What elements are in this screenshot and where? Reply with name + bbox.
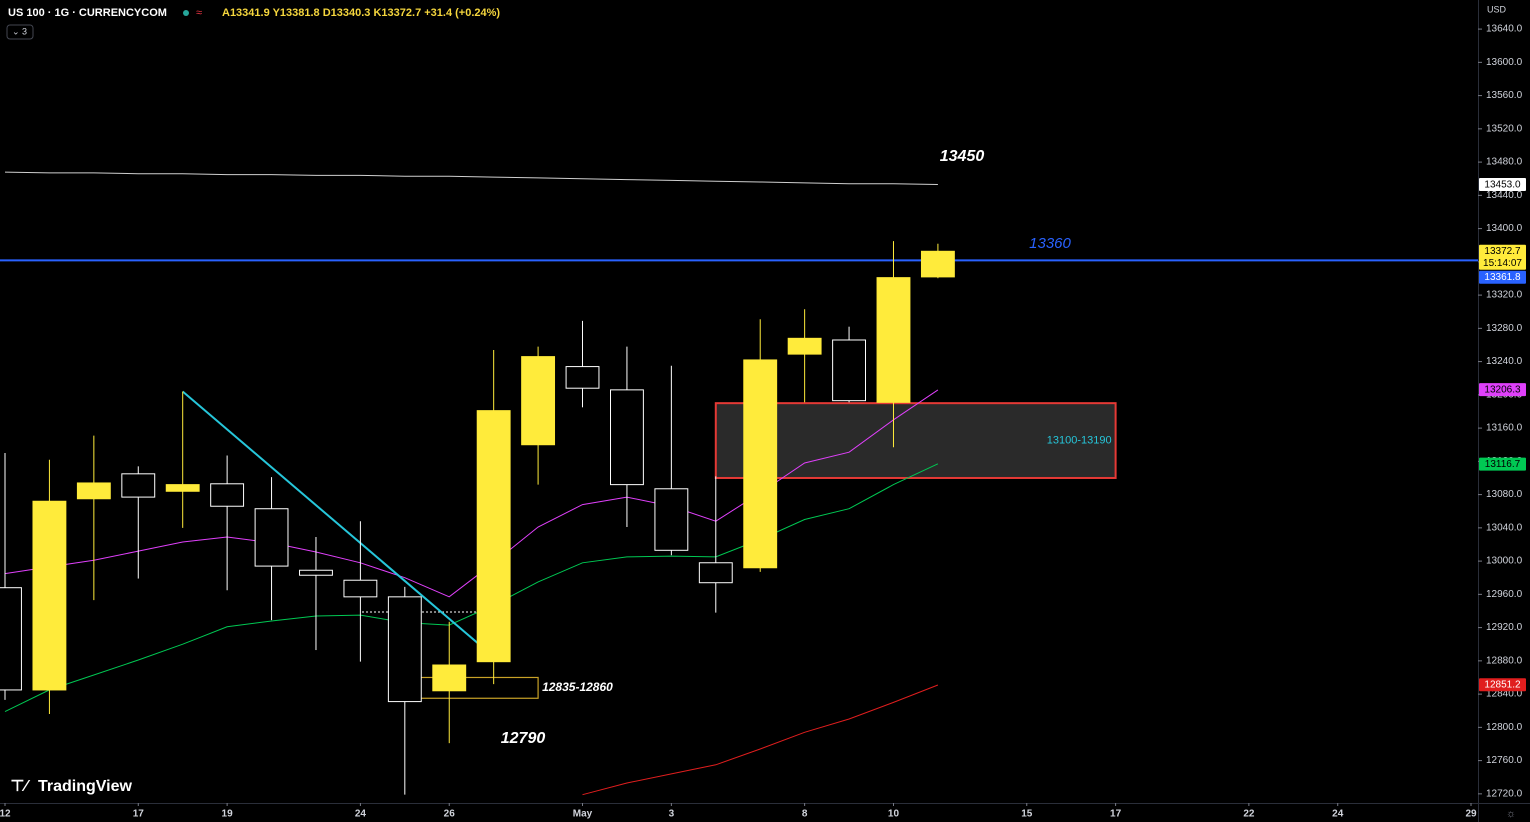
price-tag xyxy=(1479,383,1526,397)
x-tick-label: 10 xyxy=(888,809,900,820)
x-tick-label: 15 xyxy=(1021,809,1033,820)
y-tick-label: 12760.0 xyxy=(1486,755,1523,766)
price-tag-label: 13206.3 xyxy=(1484,385,1521,396)
x-tick-label: 8 xyxy=(802,809,808,820)
symbol-title: US 100 · 1G · CURRENCYCOM xyxy=(8,7,167,19)
y-tick-label: 13040.0 xyxy=(1486,522,1523,533)
trendline xyxy=(182,390,495,658)
candle-body xyxy=(343,579,378,598)
y-tick-label: 13000.0 xyxy=(1486,556,1523,567)
candle-body xyxy=(698,562,733,584)
zone xyxy=(404,676,539,699)
brand: TradingView xyxy=(38,778,133,795)
price-tag-label: 13361.8 xyxy=(1484,272,1521,283)
y-tick-label: 12800.0 xyxy=(1486,722,1523,733)
candle-body xyxy=(565,366,600,389)
indicator-line xyxy=(4,171,938,185)
y-tick-label: 12960.0 xyxy=(1486,589,1523,600)
y-tick-label: 13480.0 xyxy=(1486,157,1523,168)
x-tick-label: 12 xyxy=(0,809,11,820)
y-tick-label: 13080.0 xyxy=(1486,489,1523,500)
candle-body xyxy=(165,484,200,492)
x-tick-label: 19 xyxy=(222,809,234,820)
candle-body xyxy=(920,250,955,278)
y-tick-label: 13560.0 xyxy=(1486,90,1523,101)
price-tag-label: 13372.7 xyxy=(1484,246,1521,257)
candle-body xyxy=(76,482,111,500)
x-tick-label: 22 xyxy=(1243,809,1255,820)
countdown: 15:14:07 xyxy=(1483,258,1522,269)
candle-body xyxy=(0,587,22,691)
zone xyxy=(714,402,1117,479)
x-tick-label: 29 xyxy=(1465,809,1477,820)
y-tick-label: 13240.0 xyxy=(1486,356,1523,367)
ohlc-values: A13341.9 Y13381.8 D13340.3 K13372.7 +31.… xyxy=(222,7,500,19)
price-tag xyxy=(1479,270,1526,284)
candle-body xyxy=(210,483,245,507)
y-tick-label: 13280.0 xyxy=(1486,323,1523,334)
indicator-chevron: ⌄ xyxy=(12,26,20,36)
candle-body xyxy=(743,359,778,569)
candle-body xyxy=(432,664,467,692)
status-dot xyxy=(183,10,189,16)
price-tag xyxy=(1479,244,1526,270)
candle-body xyxy=(654,488,689,551)
y-tick-label: 13600.0 xyxy=(1486,57,1523,68)
status-icon: ≈ xyxy=(196,7,202,19)
candle-body xyxy=(876,277,911,403)
x-tick-label: 24 xyxy=(1332,809,1344,820)
x-tick-label: May xyxy=(573,809,593,820)
settings-icon[interactable]: ☼ xyxy=(1506,808,1516,820)
price-tag-label: 13453.0 xyxy=(1484,179,1521,190)
y-tick-label: 12920.0 xyxy=(1486,622,1523,633)
candle-body xyxy=(832,339,866,402)
candle-body xyxy=(476,410,511,663)
y-tick-label: 13520.0 xyxy=(1486,123,1523,134)
zone-label: 13100-13190 xyxy=(1047,434,1112,446)
candle-body xyxy=(610,389,644,486)
price-tag-label: 13116.7 xyxy=(1485,459,1521,470)
candle-body xyxy=(787,337,822,355)
y-tick-label: 13320.0 xyxy=(1486,290,1523,301)
x-tick-label: 24 xyxy=(355,809,367,820)
candle-body xyxy=(521,356,556,446)
indicator-line xyxy=(582,684,939,796)
indicator-line xyxy=(4,463,939,713)
x-tick-label: 17 xyxy=(1110,809,1122,820)
x-tick-label: 17 xyxy=(133,809,145,820)
y-tick-label: 12880.0 xyxy=(1486,655,1523,666)
currency: USD xyxy=(1487,4,1507,14)
logo-mark: ⊤⁄ xyxy=(10,778,31,795)
y-tick-label: 13160.0 xyxy=(1486,423,1523,434)
indicator-toggle[interactable] xyxy=(6,24,34,40)
price-tag xyxy=(1479,457,1526,471)
candle-body xyxy=(387,596,422,703)
price-tag xyxy=(1479,678,1526,692)
x-tick-label: 3 xyxy=(669,809,675,820)
price-tag xyxy=(1479,178,1526,192)
zone-label: 12835-12860 xyxy=(542,680,613,694)
y-tick-label: 13440.0 xyxy=(1486,190,1523,201)
indicator-line xyxy=(4,389,939,598)
annotation: 13360 xyxy=(1029,235,1071,252)
candle-body xyxy=(121,473,156,498)
annotation: 13450 xyxy=(940,148,985,165)
candle-body xyxy=(254,508,289,567)
y-tick-label: 13400.0 xyxy=(1486,223,1523,234)
y-tick-label: 12720.0 xyxy=(1486,788,1523,799)
plot-area xyxy=(0,171,1478,796)
x-tick-label: 26 xyxy=(444,809,456,820)
annotation: 12790 xyxy=(501,730,546,747)
indicator-count[interactable]: 3 xyxy=(22,26,27,36)
y-tick-label: 12840.0 xyxy=(1486,689,1523,700)
candle-body xyxy=(32,500,67,691)
candle-body xyxy=(299,569,333,576)
y-tick-label: 13640.0 xyxy=(1486,24,1523,35)
price-tag-label: 12851.2 xyxy=(1484,680,1521,691)
